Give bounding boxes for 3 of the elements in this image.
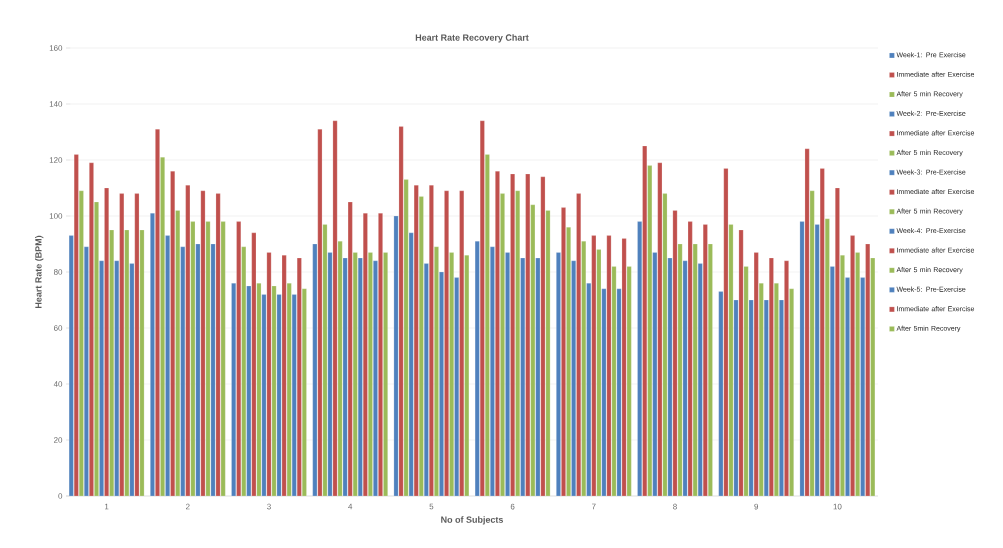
chart-title: Heart Rate Recovery Chart <box>415 34 529 43</box>
x-axis-title: No of Subjects <box>441 516 504 525</box>
y-axis-title: Heart Rate (BPM) <box>35 235 44 309</box>
